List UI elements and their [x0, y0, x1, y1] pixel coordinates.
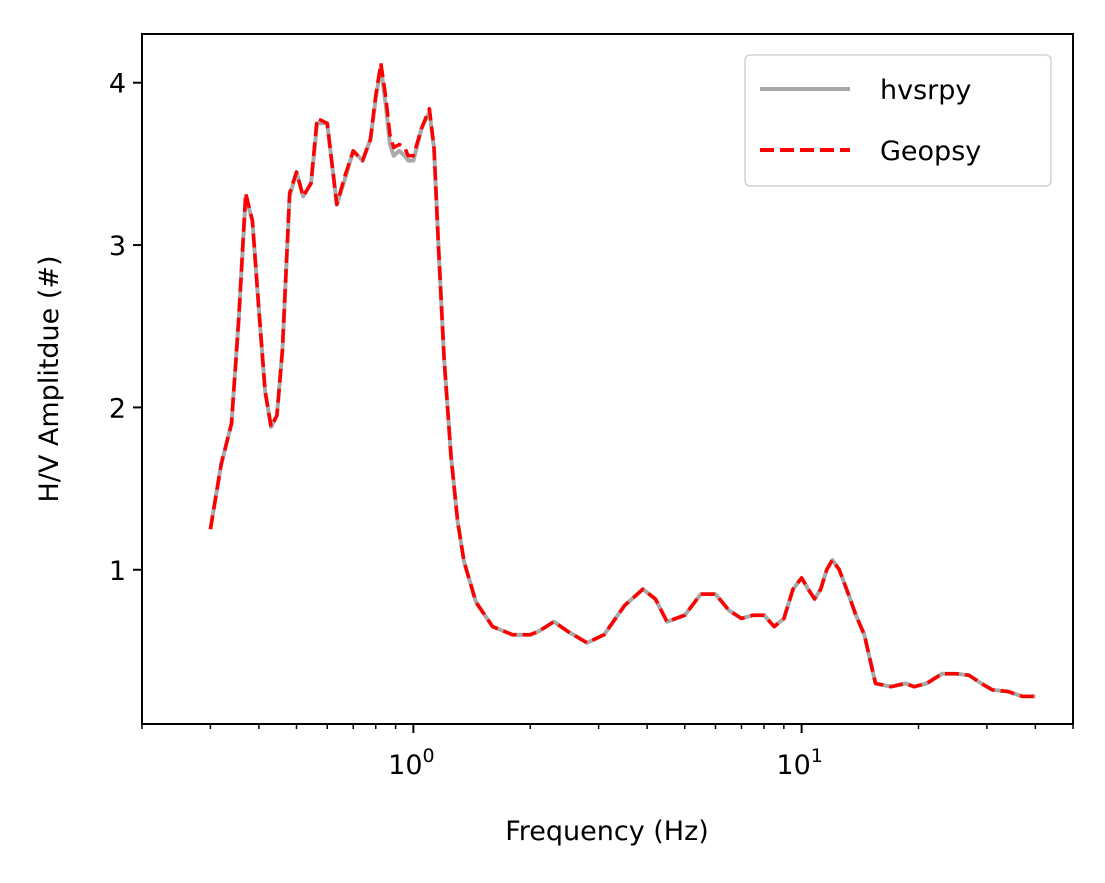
y-tick-label: 1: [109, 556, 126, 587]
x-tick-label: 101: [776, 745, 822, 781]
x-tick-label: 100: [388, 745, 434, 781]
y-axis-label: H/V Amplitdue (#): [34, 255, 65, 502]
x-minor-ticks: [141, 724, 1074, 729]
y-ticks: 1 2 3 4: [109, 69, 142, 587]
legend: hvsrpy Geopsy: [744, 54, 1052, 187]
series-line-geopsy: [208, 61, 1036, 699]
y-tick-label: 4: [109, 69, 126, 100]
y-tick-label: 2: [109, 393, 126, 424]
x-axis-label: Frequency (Hz): [505, 816, 709, 847]
y-tick-label: 3: [109, 231, 126, 262]
legend-label-geopsy: Geopsy: [880, 136, 981, 167]
series-layer: [208, 61, 1036, 699]
x-major-ticks: 100 101: [388, 724, 823, 781]
legend-label-hvsrpy: hvsrpy: [880, 75, 971, 106]
